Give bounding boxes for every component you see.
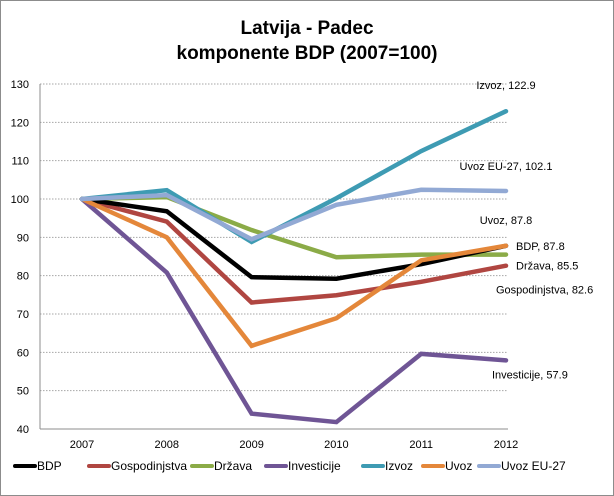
x-tick-label: 2011: [409, 439, 433, 451]
y-tick-label: 40: [17, 424, 29, 436]
legend-label: Izvoz: [385, 459, 414, 473]
legend-item: Izvoz: [361, 459, 413, 473]
y-axis-ticks: 40 50 60 70 80 90 100 110 120 130: [11, 79, 29, 436]
chart-title-line-2: komponente BDP (2007=100): [176, 43, 438, 64]
y-tick-label: 130: [11, 79, 29, 91]
legend-swatch: [264, 464, 288, 468]
y-tick-label: 110: [11, 156, 29, 168]
end-label: Izvoz, 122.9: [476, 80, 535, 92]
legend-swatch: [477, 464, 501, 468]
legend-label: BDP: [37, 459, 62, 473]
series-lines: [79, 108, 509, 425]
chart-title-line-1: Latvija - Padec: [240, 18, 374, 39]
legend: BDP Gospodinjstva Država Investicije Izvoz Uv…: [0, 459, 614, 477]
end-label: Investicije, 57.9: [492, 369, 568, 381]
end-label: Gospodinjstva, 82.6: [496, 285, 593, 297]
legend-label: Uvoz EU-27: [501, 459, 566, 473]
axes: [39, 84, 508, 430]
series-line-gospodinjstva: [79, 196, 509, 305]
x-tick-label: 2007: [70, 439, 94, 451]
y-tick-label: 60: [17, 347, 29, 359]
y-tick-label: 90: [17, 232, 29, 244]
series-line-uvoz-eu-27: [79, 187, 509, 242]
end-label: Uvoz, 87.8: [480, 215, 533, 227]
series-line-investicije: [79, 196, 509, 425]
legend-item: BDP: [13, 459, 62, 473]
x-tick-label: 2010: [324, 439, 348, 451]
end-labels: BDP, 87.8 Gospodinjstva, 82.6 Država, 85.5…: [460, 80, 594, 381]
x-tick-label: 2009: [239, 439, 263, 451]
series-line-uvoz: [79, 196, 509, 349]
end-label: Uvoz EU-27, 102.1: [460, 161, 553, 173]
legend-item: Gospodinjstva: [87, 459, 187, 473]
chart-title: Latvija - Padec komponente BDP (2007=100…: [0, 16, 614, 66]
x-axis-ticks: 2007 2008 2009 2010 2011 2012: [70, 439, 518, 451]
legend-swatch: [361, 464, 385, 468]
legend-item: Uvoz EU-27: [477, 459, 566, 473]
y-tick-label: 50: [17, 386, 29, 398]
y-tick-label: 120: [11, 117, 29, 129]
y-tick-label: 100: [11, 194, 29, 206]
legend-label: Investicije: [288, 459, 341, 473]
legend-label: Uvoz: [445, 459, 473, 473]
legend-label: Država: [214, 459, 253, 473]
x-tick-label: 2012: [494, 439, 518, 451]
legend-item: Država: [190, 459, 252, 473]
legend-swatch: [421, 464, 445, 468]
legend-swatch: [190, 464, 214, 468]
series-line-bdp: [79, 196, 509, 281]
legend-label: Gospodinjstva: [111, 459, 188, 473]
end-label: BDP, 87.8: [516, 241, 565, 253]
legend-item: Investicije: [264, 459, 341, 473]
x-tick-label: 2008: [155, 439, 179, 451]
legend-item: Uvoz: [421, 459, 472, 473]
legend-swatch: [13, 464, 37, 468]
y-tick-label: 70: [17, 309, 29, 321]
y-tick-label: 80: [17, 271, 29, 283]
end-label: Država, 85.5: [516, 261, 578, 273]
legend-swatch: [87, 464, 111, 468]
